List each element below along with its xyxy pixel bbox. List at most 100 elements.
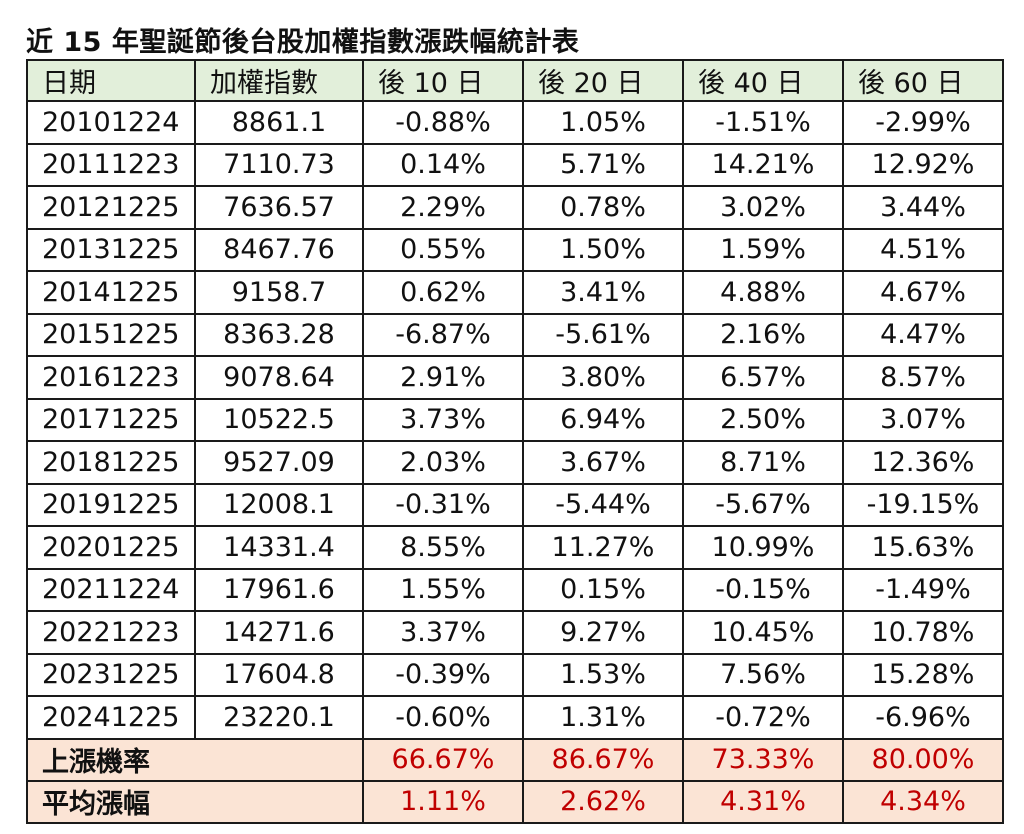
cell-after-10: -6.87% bbox=[362, 312, 524, 357]
cell-after-20: 1.31% bbox=[522, 695, 684, 740]
cell-after-60: -1.49% bbox=[842, 567, 1004, 612]
cell-after-10: 0.14% bbox=[362, 142, 524, 187]
cell-index: 9078.64 bbox=[194, 355, 364, 400]
cell-after-40: 2.50% bbox=[682, 397, 844, 442]
summary-label: 平均漲幅 bbox=[26, 779, 364, 824]
cell-after-40: 3.02% bbox=[682, 185, 844, 230]
cell-after-60: 4.51% bbox=[842, 227, 1004, 272]
cell-after-60: 3.07% bbox=[842, 397, 1004, 442]
cell-after-40: 10.45% bbox=[682, 610, 844, 655]
summary-value: 73.33% bbox=[682, 737, 844, 782]
cell-after-10: -0.39% bbox=[362, 652, 524, 697]
cell-after-10: 0.55% bbox=[362, 227, 524, 272]
header-after-10: 後 10 日 bbox=[362, 59, 524, 102]
cell-date: 20181225 bbox=[26, 440, 196, 485]
cell-index: 14271.6 bbox=[194, 610, 364, 655]
table-row: 20241225 23220.1 -0.60% 1.31% -0.72% -6.96% bbox=[26, 695, 1004, 740]
cell-date: 20211224 bbox=[26, 567, 196, 612]
table-row: 20121225 7636.57 2.29% 0.78% 3.02% 3.44% bbox=[26, 185, 1004, 230]
cell-after-60: 3.44% bbox=[842, 185, 1004, 230]
cell-date: 20221223 bbox=[26, 610, 196, 655]
table-row: 20131225 8467.76 0.55% 1.50% 1.59% 4.51% bbox=[26, 227, 1004, 272]
summary-value: 1.11% bbox=[362, 779, 524, 824]
cell-after-40: 14.21% bbox=[682, 142, 844, 187]
cell-after-60: -19.15% bbox=[842, 482, 1004, 527]
cell-date: 20191225 bbox=[26, 482, 196, 527]
cell-index: 7110.73 bbox=[194, 142, 364, 187]
cell-after-60: 15.63% bbox=[842, 525, 1004, 570]
cell-date: 20241225 bbox=[26, 695, 196, 740]
cell-date: 20101224 bbox=[26, 100, 196, 145]
cell-after-40: 4.88% bbox=[682, 270, 844, 315]
cell-date: 20111223 bbox=[26, 142, 196, 187]
table-header: 日期 加權指數 後 10 日 後 20 日 後 40 日 後 60 日 bbox=[26, 59, 1004, 102]
summary-value: 86.67% bbox=[522, 737, 684, 782]
cell-date: 20141225 bbox=[26, 270, 196, 315]
cell-after-20: 11.27% bbox=[522, 525, 684, 570]
cell-after-40: 10.99% bbox=[682, 525, 844, 570]
header-after-20: 後 20 日 bbox=[522, 59, 684, 102]
summary-row-average-change: 平均漲幅 1.11% 2.62% 4.31% 4.34% bbox=[26, 779, 1004, 824]
cell-index: 12008.1 bbox=[194, 482, 364, 527]
table-body: 20101224 8861.1 -0.88% 1.05% -1.51% -2.99% 201… bbox=[26, 100, 1004, 740]
cell-date: 20151225 bbox=[26, 312, 196, 357]
cell-index: 8363.28 bbox=[194, 312, 364, 357]
cell-after-10: 2.29% bbox=[362, 185, 524, 230]
cell-date: 20131225 bbox=[26, 227, 196, 272]
cell-after-20: 1.50% bbox=[522, 227, 684, 272]
cell-after-20: -5.61% bbox=[522, 312, 684, 357]
header-index: 加權指數 bbox=[194, 59, 364, 102]
header-row: 日期 加權指數 後 10 日 後 20 日 後 40 日 後 60 日 bbox=[26, 59, 1004, 102]
cell-after-20: 3.41% bbox=[522, 270, 684, 315]
table-row: 20171225 10522.5 3.73% 6.94% 2.50% 3.07% bbox=[26, 397, 1004, 442]
cell-date: 20121225 bbox=[26, 185, 196, 230]
cell-index: 10522.5 bbox=[194, 397, 364, 442]
cell-after-60: 12.36% bbox=[842, 440, 1004, 485]
table-row: 20141225 9158.7 0.62% 3.41% 4.88% 4.67% bbox=[26, 270, 1004, 315]
table-row: 20151225 8363.28 -6.87% -5.61% 2.16% 4.47% bbox=[26, 312, 1004, 357]
cell-after-20: 0.78% bbox=[522, 185, 684, 230]
cell-after-20: 5.71% bbox=[522, 142, 684, 187]
table-row: 20181225 9527.09 2.03% 3.67% 8.71% 12.36% bbox=[26, 440, 1004, 485]
table-row: 20111223 7110.73 0.14% 5.71% 14.21% 12.92% bbox=[26, 142, 1004, 187]
cell-after-60: -2.99% bbox=[842, 100, 1004, 145]
cell-after-60: 4.67% bbox=[842, 270, 1004, 315]
cell-index: 17961.6 bbox=[194, 567, 364, 612]
cell-after-10: 2.03% bbox=[362, 440, 524, 485]
cell-index: 17604.8 bbox=[194, 652, 364, 697]
header-after-40: 後 40 日 bbox=[682, 59, 844, 102]
cell-after-40: 2.16% bbox=[682, 312, 844, 357]
cell-after-40: -1.51% bbox=[682, 100, 844, 145]
cell-after-20: 1.05% bbox=[522, 100, 684, 145]
table-row: 20101224 8861.1 -0.88% 1.05% -1.51% -2.99% bbox=[26, 100, 1004, 145]
cell-after-40: 8.71% bbox=[682, 440, 844, 485]
cell-after-60: 10.78% bbox=[842, 610, 1004, 655]
cell-after-40: 6.57% bbox=[682, 355, 844, 400]
cell-after-40: -0.72% bbox=[682, 695, 844, 740]
cell-after-40: 7.56% bbox=[682, 652, 844, 697]
cell-index: 14331.4 bbox=[194, 525, 364, 570]
header-after-60: 後 60 日 bbox=[842, 59, 1004, 102]
cell-after-10: 8.55% bbox=[362, 525, 524, 570]
cell-date: 20231225 bbox=[26, 652, 196, 697]
cell-after-10: 3.37% bbox=[362, 610, 524, 655]
cell-after-40: -5.67% bbox=[682, 482, 844, 527]
table-row: 20221223 14271.6 3.37% 9.27% 10.45% 10.78% bbox=[26, 610, 1004, 655]
cell-after-60: 4.47% bbox=[842, 312, 1004, 357]
cell-after-20: 1.53% bbox=[522, 652, 684, 697]
table-row: 20201225 14331.4 8.55% 11.27% 10.99% 15.63% bbox=[26, 525, 1004, 570]
summary-label: 上漲機率 bbox=[26, 737, 364, 782]
cell-date: 20201225 bbox=[26, 525, 196, 570]
table-row: 20161223 9078.64 2.91% 3.80% 6.57% 8.57% bbox=[26, 355, 1004, 400]
cell-after-20: 3.80% bbox=[522, 355, 684, 400]
cell-index: 8861.1 bbox=[194, 100, 364, 145]
cell-after-20: 3.67% bbox=[522, 440, 684, 485]
summary-row-up-probability: 上漲機率 66.67% 86.67% 73.33% 80.00% bbox=[26, 737, 1004, 782]
cell-after-20: -5.44% bbox=[522, 482, 684, 527]
table-row: 20211224 17961.6 1.55% 0.15% -0.15% -1.49% bbox=[26, 567, 1004, 612]
summary-value: 2.62% bbox=[522, 779, 684, 824]
cell-after-10: 2.91% bbox=[362, 355, 524, 400]
cell-after-10: 3.73% bbox=[362, 397, 524, 442]
cell-date: 20171225 bbox=[26, 397, 196, 442]
cell-after-10: -0.31% bbox=[362, 482, 524, 527]
